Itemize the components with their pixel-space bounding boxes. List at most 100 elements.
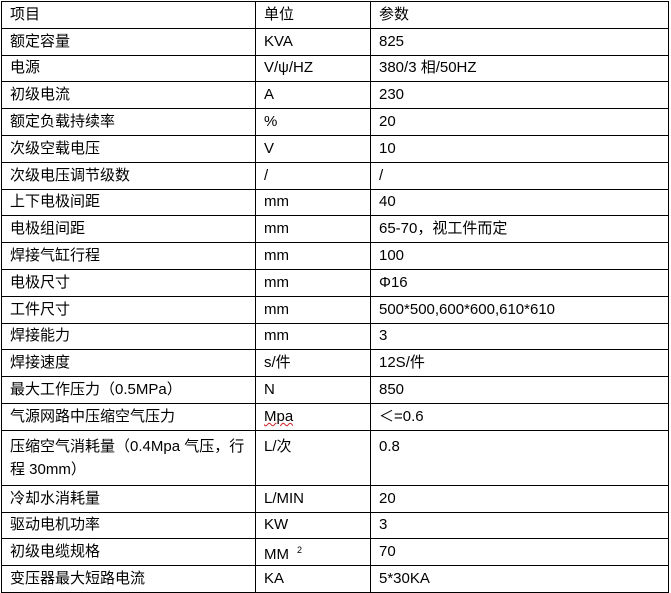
cell-unit: mm bbox=[255, 295, 371, 324]
cell-item: 工件尺寸 bbox=[1, 295, 256, 324]
cell-item: 额定负载持续率 bbox=[1, 108, 256, 136]
value-text: ＜=0.6 bbox=[379, 407, 424, 425]
value-text: 40 bbox=[379, 193, 396, 211]
table-row: 上下电极间距 mm 40 bbox=[1, 188, 669, 217]
cell-value: 3 bbox=[370, 511, 669, 540]
value-text: 5*30KA bbox=[379, 570, 430, 588]
item-text: 次级空载电压 bbox=[10, 139, 101, 157]
unit-text: V bbox=[264, 139, 275, 157]
cell-unit: mm bbox=[255, 215, 371, 244]
table-row: 变压器最大短路电流 KA 5*30KA bbox=[1, 565, 669, 593]
unit-text: V/ψ/HZ bbox=[264, 59, 314, 77]
cell-item: 变压器最大短路电流 bbox=[1, 565, 256, 593]
table-row: 焊接能力 mm 3 bbox=[1, 322, 669, 351]
cell-item: 次级空载电压 bbox=[1, 134, 256, 163]
unit-text: s/件 bbox=[264, 354, 291, 372]
cell-unit: L/次 bbox=[255, 429, 371, 486]
value-text: 825 bbox=[379, 32, 405, 50]
value-text: 12S/件 bbox=[379, 354, 425, 372]
unit-text: KA bbox=[264, 570, 285, 588]
unit-text: mm bbox=[264, 327, 289, 345]
table-row: 额定容量 KVA 825 bbox=[1, 27, 669, 56]
cell-item: 次级电压调节级数 bbox=[1, 161, 256, 190]
cell-item: 气源网路中压缩空气压力 bbox=[1, 402, 256, 431]
value-text: 380/3 相/50HZ bbox=[379, 59, 477, 77]
cell-unit: N bbox=[255, 376, 371, 404]
header-row: 项目 单位 参数 bbox=[1, 1, 669, 29]
cell-value: 10 bbox=[370, 134, 669, 163]
cell-unit: KA bbox=[255, 565, 371, 593]
table-row: 额定负载持续率% 20 bbox=[1, 108, 669, 136]
cell-value: 3 bbox=[370, 322, 669, 351]
cell-value: 40 bbox=[370, 188, 669, 217]
cell-value: 825 bbox=[370, 27, 669, 56]
value-text: 500*500,600*600,610*610 bbox=[379, 300, 556, 318]
cell-item: 冷却水消耗量 bbox=[1, 484, 256, 513]
cell-item: 压缩空气消耗量（0.4Mpa 气压，行程 30mm） bbox=[1, 429, 256, 486]
cell-value: 20 bbox=[370, 484, 669, 513]
item-text: 初级电缆规格 bbox=[10, 543, 101, 561]
cell-unit: / bbox=[255, 161, 371, 190]
cell-unit: V bbox=[255, 134, 371, 163]
header-value: 参数 bbox=[370, 1, 669, 29]
cell-value: 20 bbox=[370, 108, 669, 136]
cell-unit: MM 2 bbox=[255, 538, 371, 567]
value-text: / bbox=[379, 166, 384, 184]
item-text: 额定容量 bbox=[10, 32, 71, 50]
unit-text: mm bbox=[264, 273, 289, 291]
item-text: 工件尺寸 bbox=[10, 300, 71, 318]
item-text: 次级电压调节级数 bbox=[10, 166, 131, 184]
cell-item: 电源 bbox=[1, 54, 256, 83]
table-row: 压缩空气消耗量（0.4Mpa 气压，行程 30mm） L/次 0.8 bbox=[1, 429, 669, 486]
value-text: 20 bbox=[379, 113, 396, 131]
cell-item: 初级电流 bbox=[1, 81, 256, 110]
unit-superscript: 2 bbox=[297, 544, 303, 555]
value-text: 3 bbox=[379, 516, 388, 534]
cell-value: 12S/件 bbox=[370, 349, 669, 378]
item-text: 驱动电机功率 bbox=[10, 516, 101, 534]
table-row: 电极组间距 mm 65-70，视工件而定 bbox=[1, 215, 669, 244]
value-text: Φ16 bbox=[379, 273, 408, 291]
table-row: 最大工作压力（0.5MPa） N 850 bbox=[1, 376, 669, 404]
cell-value: ＜=0.6 bbox=[370, 402, 669, 431]
cell-unit: mm bbox=[255, 242, 371, 270]
cell-unit: KW bbox=[255, 511, 371, 540]
item-text: 电源 bbox=[10, 59, 41, 77]
item-text: 上下电极间距 bbox=[10, 193, 101, 211]
cell-unit: mm bbox=[255, 322, 371, 351]
item-text: 电极组间距 bbox=[10, 220, 86, 238]
header-unit: 单位 bbox=[255, 1, 371, 29]
cell-value: 500*500,600*600,610*610 bbox=[370, 295, 669, 324]
table-row: 次级空载电压 V 10 bbox=[1, 134, 669, 163]
table-row: 冷却水消耗量 L/MIN 20 bbox=[1, 484, 669, 513]
cell-value: Φ16 bbox=[370, 268, 669, 297]
cell-item: 驱动电机功率 bbox=[1, 511, 256, 540]
item-text: 焊接气缸行程 bbox=[10, 247, 101, 265]
cell-item: 焊接气缸行程 bbox=[1, 242, 256, 270]
item-text: 冷却水消耗量 bbox=[10, 489, 101, 507]
unit-text: mm bbox=[264, 247, 289, 265]
unit-text: mm bbox=[264, 193, 289, 211]
table-row: 焊接速度 s/件 12S/件 bbox=[1, 349, 669, 378]
unit-text: / bbox=[264, 166, 269, 184]
unit-text: % bbox=[264, 113, 278, 131]
value-text: 100 bbox=[379, 247, 405, 265]
value-text: 10 bbox=[379, 139, 396, 157]
unit-text: MM bbox=[264, 545, 289, 563]
item-text: 压缩空气消耗量（0.4Mpa 气压，行程 30mm） bbox=[10, 437, 245, 478]
cell-value: / bbox=[370, 161, 669, 190]
unit-text: L/次 bbox=[264, 437, 292, 455]
unit-text: A bbox=[264, 86, 275, 104]
cell-unit: mm bbox=[255, 268, 371, 297]
unit-text: Mpa bbox=[264, 407, 294, 425]
value-text: 850 bbox=[379, 381, 405, 399]
cell-value: 70 bbox=[370, 538, 669, 567]
cell-item: 最大工作压力（0.5MPa） bbox=[1, 376, 256, 404]
unit-text: mm bbox=[264, 300, 289, 318]
cell-value: 230 bbox=[370, 81, 669, 110]
value-text: 20 bbox=[379, 489, 396, 507]
item-text: 初级电流 bbox=[10, 86, 71, 104]
cell-unit: KVA bbox=[255, 27, 371, 56]
cell-value: 5*30KA bbox=[370, 565, 669, 593]
